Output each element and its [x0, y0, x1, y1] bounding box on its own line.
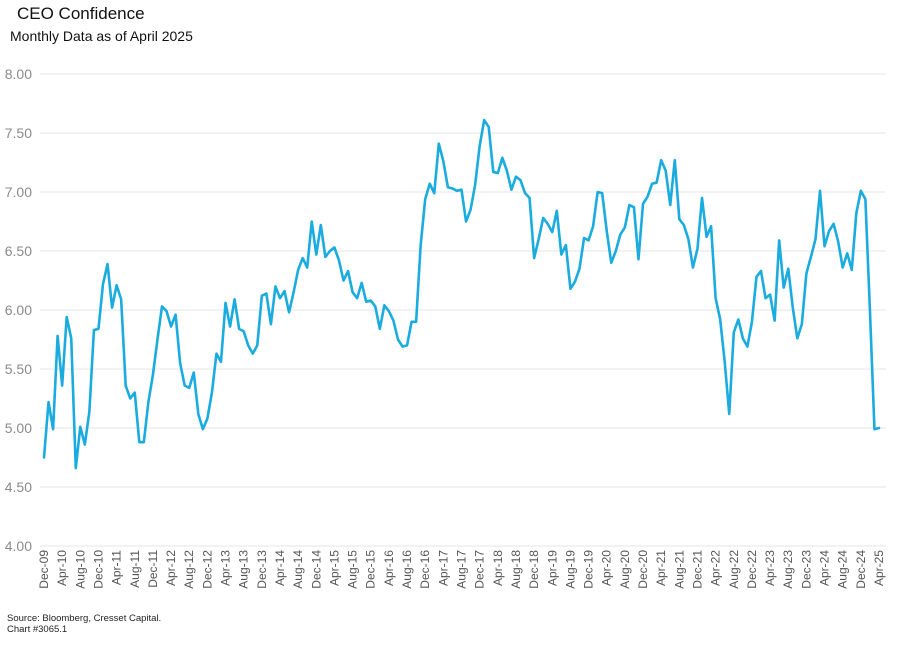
series-line-ceo-confidence: [42, 118, 881, 470]
y-tick-label: 6.50: [5, 243, 32, 259]
x-tick-label: Dec-23: [799, 550, 813, 589]
source-note: Source: Bloomberg, Cresset Capital. Char…: [7, 613, 161, 635]
x-tick-label: Dec-21: [690, 550, 704, 589]
chart-subtitle: Monthly Data as of April 2025: [10, 28, 193, 44]
y-tick-label: 4.00: [5, 538, 32, 554]
x-tick-label: Dec-12: [200, 550, 214, 589]
x-tick-label: Dec-24: [854, 550, 868, 589]
x-tick-label: Apr-11: [110, 550, 124, 585]
x-tick-label: Apr-13: [219, 550, 233, 586]
x-tick-label: Aug-10: [73, 550, 87, 589]
x-tick-label: Aug-21: [672, 550, 686, 589]
chart-id: Chart #3065.1: [7, 624, 68, 635]
x-tick-label: Aug-24: [836, 550, 850, 589]
source-text: Source: Bloomberg, Cresset Capital.: [7, 613, 162, 624]
y-tick-label: 5.00: [5, 420, 32, 436]
x-tick-label: Dec-16: [418, 550, 432, 589]
x-tick-label: Aug-22: [727, 550, 741, 589]
x-tick-label: Apr-12: [164, 550, 178, 586]
y-tick-label: 7.00: [5, 184, 32, 200]
y-tick-label: 4.50: [5, 479, 32, 495]
x-tick-label: Apr-24: [818, 550, 832, 586]
x-tick-label: Aug-17: [455, 550, 469, 589]
x-tick-label: Aug-18: [509, 550, 523, 589]
x-tick-label: Aug-20: [618, 550, 632, 589]
x-tick-label: Apr-16: [382, 550, 396, 586]
x-tick-label: Apr-10: [55, 550, 69, 586]
x-tick-label: Apr-21: [654, 550, 668, 586]
x-tick-label: Dec-14: [309, 550, 323, 589]
x-tick-label: Dec-18: [527, 550, 541, 589]
x-tick-label: Dec-20: [636, 550, 650, 589]
x-tick-label: Dec-11: [146, 550, 160, 588]
x-tick-label: Dec-19: [582, 550, 596, 589]
x-tick-label: Apr-19: [545, 550, 559, 586]
y-tick-label: 8.00: [5, 66, 32, 82]
x-tick-label: Apr-18: [491, 550, 505, 586]
x-tick-label: Apr-23: [763, 550, 777, 586]
x-axis-tick-labels: Dec-09 Apr-10 Aug-10 Dec-10 Apr-11 Aug-11 Dec-…: [37, 550, 886, 589]
x-tick-label: Apr-22: [709, 550, 723, 586]
x-tick-label: Aug-11: [128, 550, 142, 588]
x-tick-label: Apr-15: [327, 550, 341, 586]
x-tick-label: Apr-17: [436, 550, 450, 586]
x-tick-label: Apr-20: [600, 550, 614, 586]
x-tick-label: Aug-13: [237, 550, 251, 589]
x-tick-label: Aug-12: [182, 550, 196, 589]
x-tick-label: Dec-09: [37, 550, 51, 589]
ceo-confidence-line-chart: 4.00 4.50 5.00 5.50 6.00 6.50 7.00 7.50 8.00 Dec…: [5, 66, 886, 589]
y-tick-label: 5.50: [5, 361, 32, 377]
x-tick-label: Dec-10: [91, 550, 105, 589]
x-tick-label: Aug-16: [400, 550, 414, 589]
x-tick-label: Dec-17: [473, 550, 487, 589]
x-tick-label: Aug-19: [563, 550, 577, 589]
x-tick-label: Aug-23: [781, 550, 795, 589]
x-tick-label: Apr-25: [872, 550, 886, 586]
chart-title: CEO Confidence: [17, 4, 145, 23]
x-tick-label: Aug-14: [291, 550, 305, 589]
y-tick-label: 7.50: [5, 125, 32, 141]
y-axis-tick-labels: 4.00 4.50 5.00 5.50 6.00 6.50 7.00 7.50 8.00: [5, 66, 32, 554]
x-tick-label: Dec-15: [364, 550, 378, 589]
x-tick-label: Apr-14: [273, 550, 287, 586]
series-layer: [42, 118, 881, 470]
y-tick-label: 6.00: [5, 302, 32, 318]
x-tick-label: Dec-22: [745, 550, 759, 589]
x-tick-label: Aug-15: [346, 550, 360, 589]
x-tick-label: Dec-13: [255, 550, 269, 589]
